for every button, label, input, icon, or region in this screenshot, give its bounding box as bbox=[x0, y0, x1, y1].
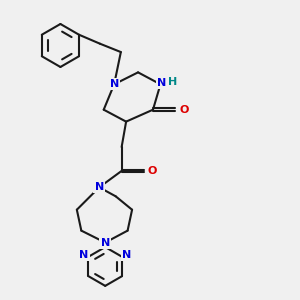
Text: N: N bbox=[79, 250, 88, 260]
Text: H: H bbox=[168, 77, 178, 87]
Text: O: O bbox=[179, 105, 188, 115]
Text: N: N bbox=[94, 182, 104, 192]
Text: N: N bbox=[157, 78, 167, 88]
Text: N: N bbox=[110, 79, 119, 89]
Text: O: O bbox=[148, 166, 157, 176]
Text: N: N bbox=[100, 238, 110, 248]
Text: N: N bbox=[122, 250, 131, 260]
